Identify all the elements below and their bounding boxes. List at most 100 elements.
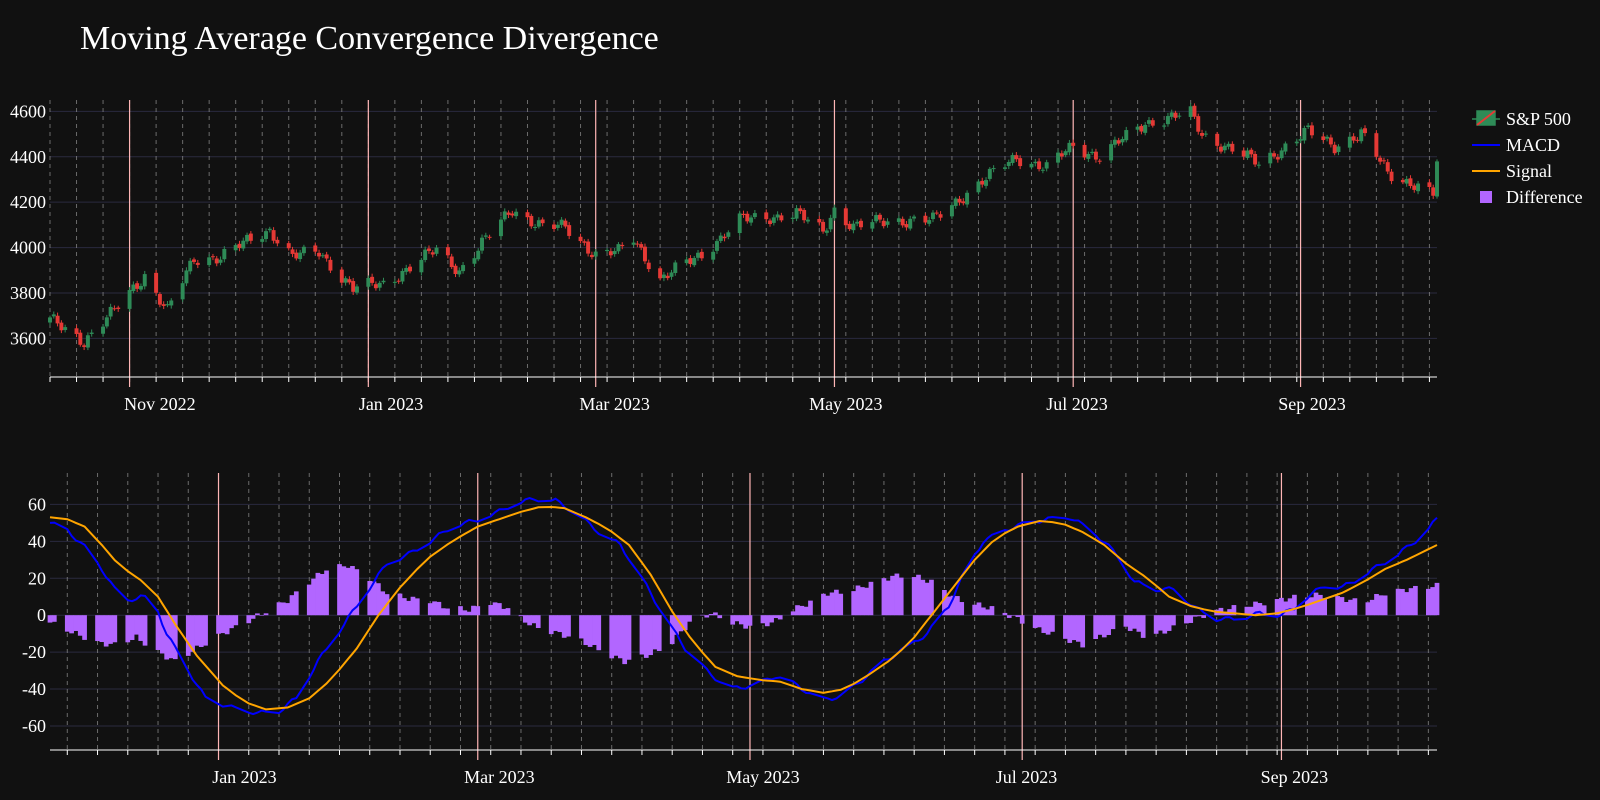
candle (1389, 168, 1394, 185)
difference-bar (1413, 585, 1418, 616)
candle (85, 332, 90, 351)
candle-body (631, 242, 636, 245)
candle-body (775, 214, 780, 218)
candle-body (1037, 161, 1042, 170)
candle (1040, 167, 1045, 174)
difference-bar (1045, 615, 1051, 635)
difference-bar (548, 615, 554, 635)
candle-body (82, 345, 87, 347)
candle-body (453, 265, 458, 274)
candle (347, 276, 352, 285)
candle-body (366, 278, 371, 287)
candle (1067, 139, 1072, 156)
candle (1347, 134, 1352, 150)
difference-bar (626, 615, 632, 660)
candle-body (984, 180, 989, 186)
candle-body (1381, 160, 1386, 162)
candle (931, 210, 935, 223)
difference-bar (790, 611, 796, 616)
candle (714, 238, 719, 254)
candle (1272, 150, 1277, 159)
difference-bar (397, 593, 403, 616)
candle (101, 324, 106, 337)
candle-body (313, 245, 318, 252)
candle-body (377, 282, 382, 288)
candle-body (142, 274, 147, 287)
candle (487, 234, 492, 240)
candle-body (908, 218, 913, 229)
candle (1135, 123, 1140, 133)
legend-item-difference[interactable]: Difference (1480, 187, 1583, 207)
difference-bar (190, 615, 195, 652)
candle (104, 314, 109, 329)
candle-body (457, 270, 462, 275)
candle-body (688, 258, 693, 265)
candle (430, 250, 435, 258)
candle (165, 301, 170, 308)
candle (1226, 141, 1231, 150)
candle (620, 242, 625, 250)
candle-body (51, 314, 56, 317)
candle (339, 266, 344, 286)
candle-body (502, 211, 507, 220)
difference-bar (747, 615, 753, 626)
bottom-xtick-label-4: Sep 2023 (1261, 767, 1329, 787)
candle (423, 246, 428, 263)
difference-bar (1106, 615, 1111, 636)
legend-label-sp500: S&P 500 (1506, 109, 1571, 129)
legend-item-signal[interactable]: Signal (1472, 161, 1552, 181)
difference-bar (319, 573, 325, 616)
candle (540, 217, 545, 227)
difference-bar (561, 615, 567, 638)
candle (207, 254, 212, 268)
candle-body (684, 259, 689, 264)
candle-body (392, 281, 397, 283)
candle-body (290, 249, 295, 254)
difference-bar (648, 615, 653, 656)
candle (1408, 175, 1413, 189)
candle (502, 208, 507, 222)
candle-body (1249, 149, 1254, 155)
candle (824, 228, 829, 236)
candle (131, 281, 136, 294)
candle (1219, 143, 1223, 154)
candle (343, 276, 348, 286)
candle-body (1332, 144, 1337, 154)
candle-body (1109, 144, 1114, 161)
candle (552, 221, 556, 232)
candle-body (514, 211, 519, 217)
candle (612, 247, 617, 257)
candle (718, 232, 723, 244)
candle-body (271, 230, 276, 241)
legend-item-macd[interactable]: MACD (1472, 135, 1560, 155)
candle-body (1389, 171, 1394, 182)
candle (218, 256, 223, 266)
difference-bar (125, 615, 131, 643)
difference-bar (976, 602, 982, 616)
difference-bar (989, 606, 995, 616)
candle-body (764, 212, 769, 220)
candle-body (737, 213, 742, 234)
candle-body (1363, 128, 1367, 134)
difference-bar (198, 615, 204, 647)
difference-bar (669, 615, 675, 645)
candle-body (1279, 150, 1284, 159)
candle (461, 261, 466, 274)
candle (582, 239, 587, 246)
candle (1165, 112, 1170, 127)
candle (1124, 126, 1129, 143)
top-ytick-label-3: 4200 (10, 192, 46, 212)
candle (1169, 109, 1174, 120)
candle (779, 212, 784, 223)
candle (290, 246, 295, 258)
candle (264, 228, 268, 243)
legend-item-sp500[interactable]: S&P 500 (1472, 109, 1571, 129)
difference-bar (1050, 615, 1055, 632)
candle (961, 198, 966, 206)
candle (642, 243, 647, 265)
candle-body (184, 270, 189, 284)
difference-bar (1365, 602, 1371, 616)
difference-bar (1071, 615, 1077, 641)
candle (938, 211, 943, 221)
candle-body (180, 283, 185, 300)
